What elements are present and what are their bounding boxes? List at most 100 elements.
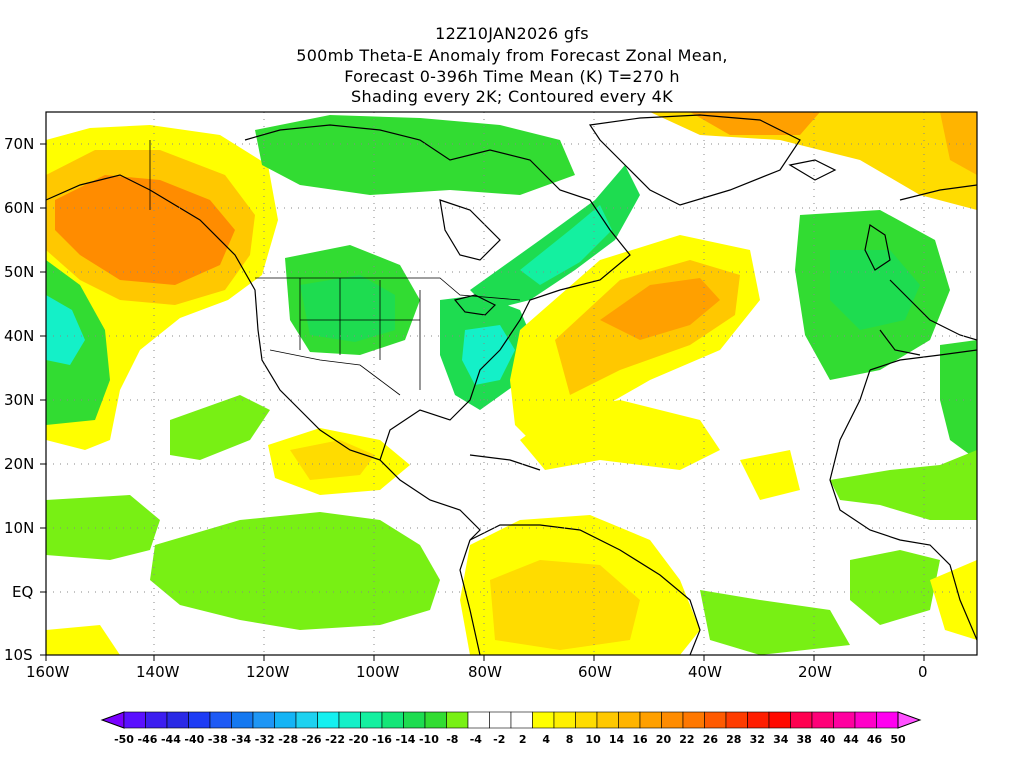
colorbar-label: -28 — [278, 733, 299, 746]
colorbar-swatch — [768, 711, 791, 729]
colorbar-label: 14 — [608, 733, 625, 746]
colorbar-label: -38 — [207, 733, 228, 746]
coast-greenland — [588, 114, 801, 206]
anomaly-west-africa — [830, 450, 977, 520]
anomaly-greenland-core — [690, 112, 820, 135]
colorbar-swatch — [424, 711, 447, 729]
anomaly-north-africa — [940, 340, 977, 460]
colorbar — [100, 711, 922, 729]
lat-tick-50n: 50N — [4, 263, 35, 281]
colorbar-swatch — [166, 711, 189, 729]
border-us-states — [299, 278, 421, 390]
colorbar-label: -26 — [301, 733, 322, 746]
lat-tick-10s: 10S — [4, 646, 33, 664]
colorbar-swatch — [252, 711, 275, 729]
anomaly-canada-inner — [520, 205, 612, 285]
coast-central-america — [379, 459, 481, 541]
lat-tick-70n: 70N — [4, 135, 35, 153]
colorbar-label: 28 — [726, 733, 742, 746]
lon-tick-100w: 100W — [356, 663, 400, 681]
colorbar-swatch — [403, 711, 426, 729]
title-line-3: Forecast 0-396h Time Mean (K) T=270 h — [344, 67, 680, 86]
colorbar-swatch — [123, 711, 146, 729]
colorbar-label: -10 — [418, 733, 439, 746]
colorbar-swatch — [510, 711, 533, 729]
colorbar-swatch — [725, 711, 748, 729]
colorbar-label: 20 — [655, 733, 672, 746]
lat-tick-40n: 40N — [4, 327, 35, 345]
colorbar-label: -8 — [446, 733, 459, 746]
anomaly-sw-pacific — [46, 625, 120, 655]
colorbar-label: -34 — [231, 733, 252, 746]
lon-tick-0: 0 — [918, 663, 928, 681]
colorbar-swatch — [446, 711, 469, 729]
tick-marks — [40, 143, 925, 661]
colorbar-arrow-left — [100, 711, 125, 729]
lat-tick-eq: EQ — [12, 583, 34, 601]
coast-south-america — [459, 524, 701, 655]
lat-tick-20n: 20N — [4, 455, 35, 473]
coast-iceland — [788, 159, 837, 181]
anomaly-gulf-guinea — [850, 550, 940, 625]
title-line-2: 500mb Theta-E Anomaly from Forecast Zona… — [296, 46, 728, 65]
anomaly-ne-atlantic-core — [830, 250, 920, 330]
anomaly-ne-pacific-core — [46, 295, 85, 365]
colorbar-label: -16 — [372, 733, 392, 746]
colorbar-label: -22 — [325, 733, 346, 746]
colorbar-label: 34 — [773, 733, 789, 746]
anomaly-west-africa-warm — [740, 450, 800, 500]
colorbar-label: -50 — [114, 733, 134, 746]
colorbar-label: 4 — [542, 733, 550, 746]
colorbar-swatch — [553, 711, 576, 729]
coast-hudson-bay — [439, 199, 501, 261]
anomaly-eastern-pacific — [170, 395, 270, 460]
colorbar-swatch — [618, 711, 641, 729]
colorbar-swatch — [639, 711, 662, 729]
lon-tick-60w: 60W — [578, 663, 612, 681]
colorbar-label: 22 — [679, 733, 695, 746]
anomaly-central-us-core — [300, 275, 395, 342]
anomaly-alaska-core — [55, 175, 235, 285]
colorbar-swatch — [661, 711, 684, 729]
borders — [149, 140, 521, 396]
colorbar-swatch — [704, 711, 727, 729]
coast-cuba — [469, 454, 541, 471]
colorbar-label: -44 — [160, 733, 181, 746]
colorbar-label: 46 — [866, 733, 883, 746]
colorbar-swatch — [596, 711, 619, 729]
colorbar-label: 2 — [518, 733, 527, 746]
colorbar-label: 10 — [585, 733, 601, 746]
title-line-1: 12Z10JAN2026 gfs — [435, 24, 589, 43]
colorbar-swatch — [209, 711, 232, 729]
anomaly-atlantic-tail — [520, 400, 720, 470]
anomaly-north-atlantic-core — [600, 278, 720, 340]
plot-frame — [45, 111, 978, 656]
colorbar-swatch — [231, 711, 254, 729]
lat-tick-60n: 60N — [4, 199, 35, 217]
colorbar-label: 16 — [632, 733, 648, 746]
colorbar-swatch — [682, 711, 705, 729]
colorbar-label: 40 — [819, 733, 836, 746]
colorbar-swatch — [188, 711, 211, 729]
colorbar-swatch — [854, 711, 877, 729]
colorbar-label: -32 — [254, 733, 275, 746]
lon-tick-140w: 140W — [136, 663, 180, 681]
colorbar-label: -20 — [348, 733, 369, 746]
colorbar-swatch — [338, 711, 361, 729]
colorbar-label: -46 — [137, 733, 158, 746]
lon-tick-160w: 160W — [26, 663, 70, 681]
anomaly-tropical-pacific — [150, 512, 440, 630]
anomaly-canada-east — [470, 165, 640, 310]
colorbar-label: -40 — [184, 733, 205, 746]
lon-tick-20w: 20W — [798, 663, 832, 681]
anomaly-canada-arctic — [255, 115, 575, 195]
colorbar-swatch — [833, 711, 856, 729]
colorbar-swatch — [876, 711, 899, 729]
coast-europe — [879, 184, 977, 356]
anomaly-south-america-core — [490, 560, 640, 650]
anomaly-greenland — [650, 112, 977, 210]
colorbar-label: -2 — [493, 733, 506, 746]
anomaly-se-us-core — [462, 325, 515, 385]
anomaly-south-pacific — [700, 590, 850, 655]
